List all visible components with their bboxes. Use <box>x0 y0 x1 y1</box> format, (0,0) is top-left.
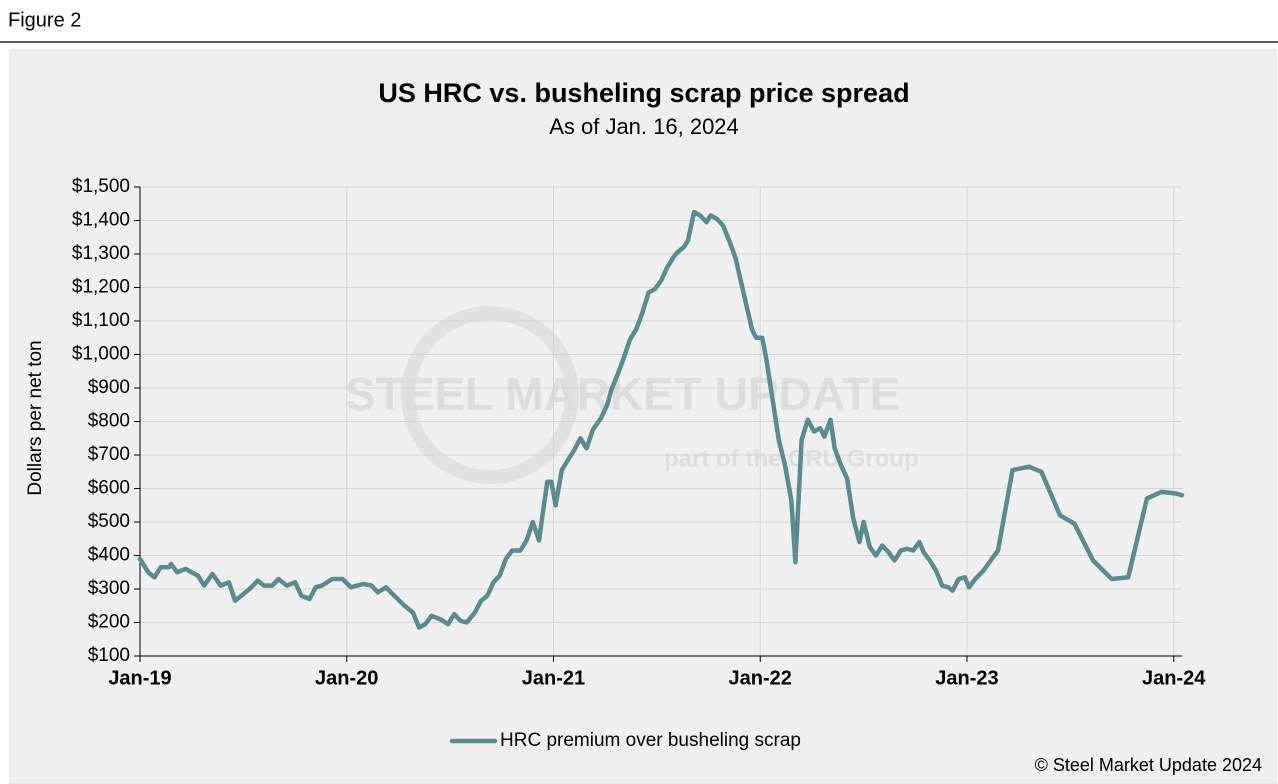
x-tick-label: Jan-19 <box>108 667 171 689</box>
copyright: © Steel Market Update 2024 <box>1035 755 1262 775</box>
y-axis-label: Dollars per net ton <box>25 340 46 495</box>
y-tick-label: $1,400 <box>72 210 130 231</box>
watermark-ring <box>401 306 579 484</box>
x-tick-label: Jan-21 <box>522 667 585 689</box>
y-tick-label: $200 <box>88 612 130 633</box>
watermark-sub: part of the CRU Group <box>664 445 919 472</box>
y-tick-label: $1,200 <box>72 277 130 298</box>
watermark-main: STEEL MARKET UPDATE <box>345 368 900 420</box>
chart-title: US HRC vs. busheling scrap price spread <box>378 78 909 108</box>
watermark: STEEL MARKET UPDATE part of the CRU Grou… <box>345 306 919 484</box>
y-tick-label: $1,100 <box>72 310 130 331</box>
y-tick-label: $1,000 <box>72 344 130 365</box>
plot: $100 $200 $300 $400 $500 $600 $700 $800 $900 $1,0… <box>72 176 1206 751</box>
y-tick-label: $1,300 <box>72 243 130 264</box>
y-tick-label: $600 <box>88 478 130 499</box>
y-tick-label: $500 <box>88 511 130 532</box>
y-tick-label: $400 <box>88 545 130 566</box>
y-tick-label: $900 <box>88 377 130 398</box>
figure-label: Figure 2 <box>8 9 81 31</box>
y-tick-label: $300 <box>88 578 130 599</box>
y-tick-label: $1,500 <box>72 176 130 197</box>
x-tick-label: Jan-22 <box>729 667 792 689</box>
x-tick-label: Jan-23 <box>935 667 998 689</box>
x-tick-label: Jan-20 <box>315 667 378 689</box>
legend-label: HRC premium over busheling scrap <box>500 730 801 751</box>
y-tick-label: $100 <box>88 645 130 666</box>
chart-subtitle: As of Jan. 16, 2024 <box>549 114 739 139</box>
y-tick-label: $800 <box>88 411 130 432</box>
x-tick-label: Jan-24 <box>1142 667 1206 689</box>
y-tick-label: $700 <box>88 444 130 465</box>
chart-panel <box>9 49 1277 784</box>
series-line <box>137 209 1185 630</box>
